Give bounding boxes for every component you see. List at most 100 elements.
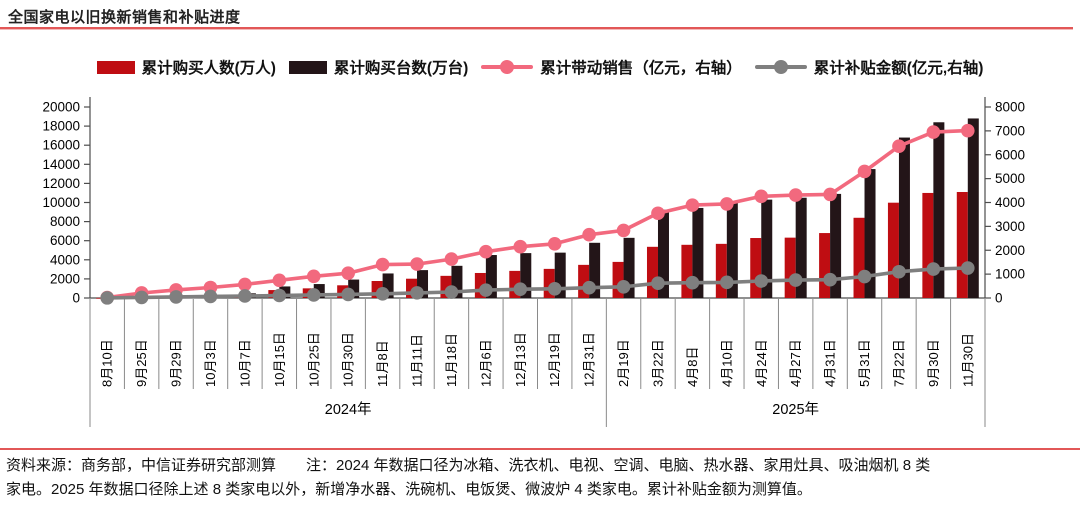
sales-point (960, 123, 975, 138)
y-tick-label-left: 0 (72, 291, 80, 306)
bar-units (417, 270, 429, 298)
sales-point (547, 237, 562, 251)
x-tick-label: 11月11日 (410, 334, 425, 387)
bar-units (967, 118, 979, 299)
y-tick-label-left: 18000 (42, 119, 80, 134)
subsidy-point (306, 288, 321, 302)
subsidy-point (960, 261, 975, 275)
x-tick-label: 8月10日 (100, 339, 115, 387)
chart-legend: 累计购买人数(万人) 累计购买台数(万台) 累计带动销售（亿元，右轴） 累计补贴… (0, 56, 1080, 78)
subsidy-point (444, 285, 459, 299)
sales-point (272, 273, 287, 288)
bar-units (348, 279, 360, 298)
subsidy-point (754, 274, 769, 288)
legend-item-subsidy: 累计补贴金额(亿元,右轴) (754, 56, 984, 78)
bar-units (726, 202, 738, 298)
x-tick-label: 10月7日 (237, 339, 252, 387)
subsidy-point (616, 279, 631, 294)
bar-people (784, 237, 796, 298)
legend-label: 累计带动销售（亿元，右轴） (540, 60, 742, 77)
x-tick-label: 5月31日 (857, 339, 872, 387)
x-tick-label: 12月13日 (513, 332, 528, 387)
y-tick-label-right: 0 (995, 291, 1003, 306)
bar-people (887, 202, 899, 298)
y-tick-label-left: 4000 (50, 252, 80, 267)
subsidy-point (169, 290, 183, 304)
subsidy-point (857, 269, 872, 284)
bars-units-group (107, 118, 979, 299)
bar-units (451, 265, 463, 298)
bar-people (543, 268, 555, 298)
year-label: 2025年 (772, 401, 819, 418)
subsidy-point (134, 290, 149, 305)
subsidy-point (272, 288, 287, 303)
sales-point (375, 257, 390, 272)
x-tick-label: 11月8日 (375, 340, 390, 387)
legend-label: 累计购买人数(万人) (141, 60, 276, 77)
x-tick-label: 4月31日 (823, 339, 838, 387)
subsidy-point (720, 275, 734, 290)
y-tick-label-left: 2000 (50, 271, 80, 286)
y-tick-label-left: 10000 (42, 195, 80, 210)
y-tick-label-right: 5000 (995, 171, 1025, 186)
source-note: 资料来源：商务部，中信证券研究部测算 注：2024 年数据口径为冰箱、洗衣机、电… (6, 454, 1074, 502)
subsidy-line-swatch-icon (754, 60, 807, 74)
subsidy-point (375, 287, 390, 301)
sales-point (306, 269, 321, 284)
chart-title: 全国家电以旧换新销售和补贴进度 (8, 9, 241, 26)
legend-label: 累计补贴金额(亿元,右轴) (813, 60, 984, 77)
subsidy-point (341, 287, 355, 302)
bar-units (623, 237, 635, 298)
bar-people (956, 191, 968, 298)
bar-people (612, 261, 624, 298)
source-note-line1: 资料来源：商务部，中信证券研究部测算 注：2024 年数据口径为冰箱、洗衣机、电… (6, 457, 931, 474)
bar-people (440, 275, 452, 298)
y-tick-label-right: 4000 (995, 195, 1025, 210)
legend-item-units: 累计购买台数(万台) (288, 56, 468, 78)
sales-point (823, 187, 837, 202)
bar-units (485, 255, 497, 298)
bar-people (819, 233, 831, 298)
source-note-line2: 家电。2025 年数据口径除上述 8 类家电以外，新增净水器、洗碗机、电饭煲、微… (6, 481, 812, 498)
y-tick-label-left: 14000 (42, 157, 80, 172)
x-tick-label: 10月15日 (272, 332, 287, 387)
y-tick-label-left: 16000 (42, 138, 80, 153)
y-tick-label-left: 12000 (42, 176, 80, 191)
sales-point (341, 266, 355, 280)
legend-item-sales: 累计带动销售（亿元，右轴） (481, 56, 742, 78)
x-tick-label: 4月8日 (685, 347, 700, 387)
x-tick-label: 12月31日 (582, 332, 597, 387)
bar-people (922, 192, 934, 298)
sales-point (754, 189, 769, 204)
y-tick-label-right: 3000 (995, 219, 1025, 234)
bar-units (864, 169, 876, 298)
bar-people (715, 243, 727, 298)
x-tick-label: 10月25日 (306, 332, 321, 387)
y-tick-label-right: 2000 (995, 243, 1025, 258)
legend-item-people: 累计购买人数(万人) (96, 56, 276, 78)
sales-point (582, 227, 596, 242)
x-tick-label: 9月29日 (169, 339, 184, 387)
subsidy-point (238, 289, 252, 303)
bar-units (657, 209, 669, 298)
sales-point (788, 188, 803, 202)
x-tick-label: 12月6日 (478, 339, 493, 387)
bar-units (520, 253, 532, 298)
x-tick-label: 2月19日 (616, 339, 631, 387)
sales-point (892, 139, 906, 153)
subsidy-point (926, 262, 941, 276)
sales-line-swatch-icon (481, 60, 534, 74)
title-divider (0, 27, 1073, 29)
subsidy-point (479, 283, 493, 297)
x-tick-label: 11月18日 (444, 333, 459, 387)
y-tick-label-left: 20000 (42, 100, 80, 115)
sales-point (444, 252, 459, 266)
sales-point (479, 244, 493, 259)
y-tick-label-left: 8000 (50, 214, 80, 229)
subsidy-point (651, 276, 665, 290)
bar-people (750, 238, 762, 298)
subsidy-point (823, 272, 837, 287)
bar-people (646, 246, 658, 298)
y-tick-label-right: 8000 (995, 100, 1025, 115)
